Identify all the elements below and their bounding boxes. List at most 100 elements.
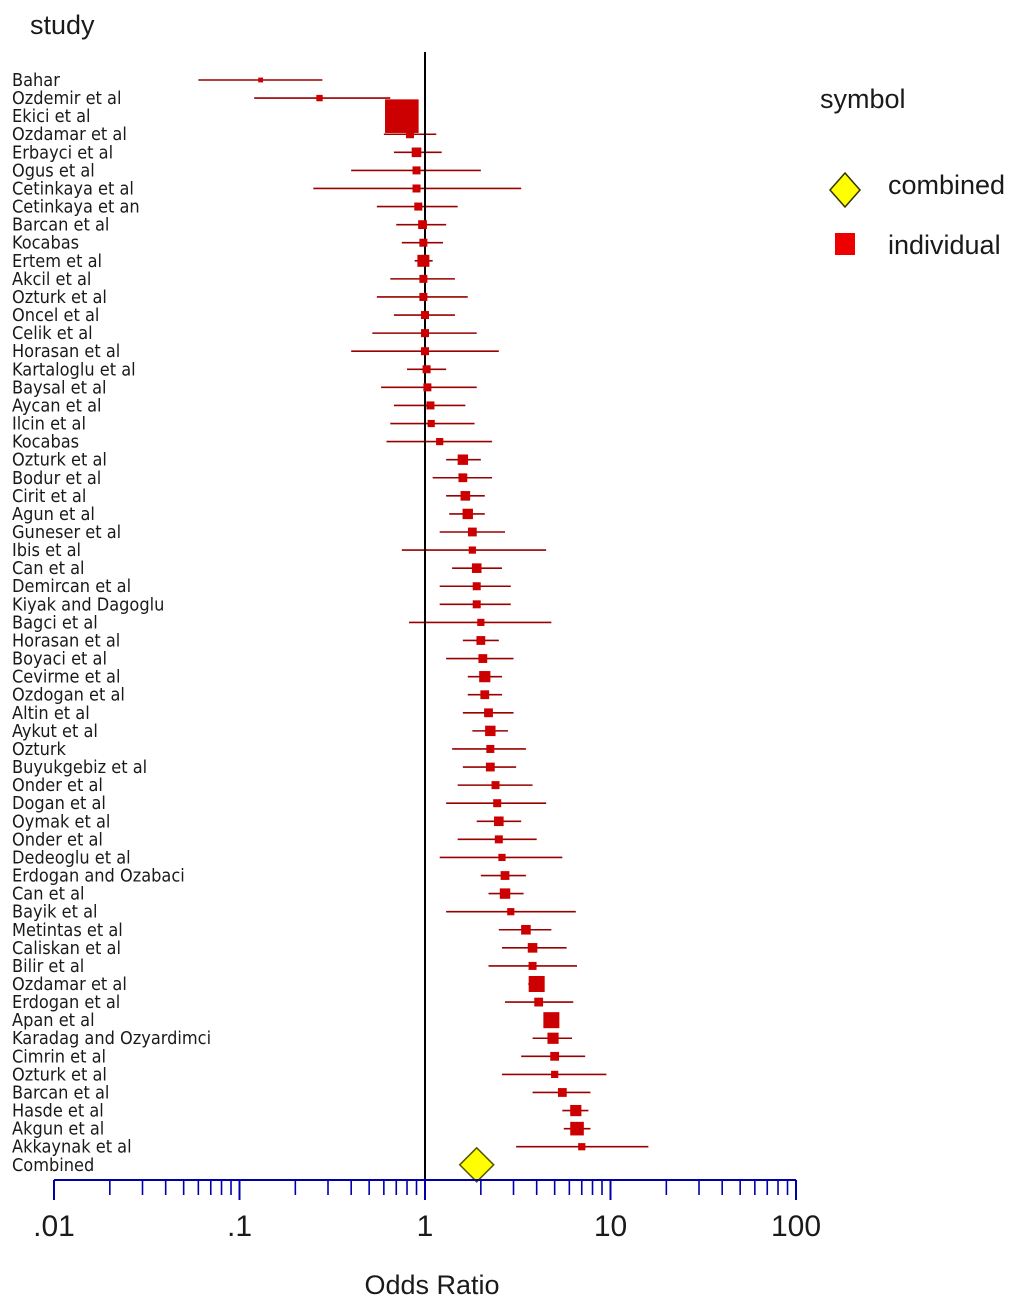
study-label: Buyukgebiz et al [12, 757, 147, 778]
study-label: Oncel et al [12, 305, 99, 326]
study-marker [421, 347, 429, 356]
study-marker [385, 99, 419, 133]
study-marker [507, 908, 515, 916]
study-label: Bahar [12, 70, 60, 91]
study-label: Ertem et al [12, 251, 102, 272]
study-label: Erbayci et al [12, 142, 113, 163]
legend-diamond-icon [828, 171, 862, 209]
study-label: Bilir et al [12, 956, 84, 977]
study-marker [534, 997, 544, 1007]
study-marker [412, 184, 421, 193]
study-label: Akkaynak et al [12, 1137, 132, 1158]
study-marker [557, 1088, 567, 1097]
study-label: Onder et al [12, 829, 103, 850]
study-marker [578, 1143, 586, 1151]
study-marker [419, 292, 428, 301]
study-label: Bayik et al [12, 902, 98, 923]
study-marker [412, 166, 421, 175]
study-marker [472, 600, 481, 609]
study-label: Demircan et al [12, 576, 131, 597]
study-label: Akgun et al [12, 1119, 104, 1140]
chart-title: study [30, 10, 95, 40]
study-label: Ibis et al [12, 540, 81, 561]
study-label: Apan et al [12, 1010, 95, 1031]
study-marker [468, 546, 476, 554]
study-label: Can et al [12, 558, 85, 579]
study-label: Erdogan et al [12, 992, 120, 1013]
study-marker [499, 888, 511, 899]
study-label: Boyaci et al [12, 649, 107, 670]
study-marker [471, 563, 482, 573]
study-label: Hasde et al [12, 1101, 104, 1122]
study-marker [419, 274, 428, 283]
study-label: Cimrin et al [12, 1046, 106, 1067]
study-marker [457, 454, 469, 465]
study-marker [547, 1032, 559, 1044]
legend-title: symbol [820, 84, 906, 114]
study-label: Horasan et al [12, 341, 120, 362]
study-label: Horasan et al [12, 630, 120, 651]
combined-diamond [458, 1146, 495, 1183]
study-marker [436, 438, 444, 446]
study-label: Caliskan et al [12, 938, 121, 959]
study-marker [486, 744, 495, 753]
study-marker [458, 473, 468, 483]
study-label: Ozturk et al [12, 450, 107, 471]
study-label: Barcan et al [12, 1082, 109, 1103]
study-marker [472, 582, 481, 591]
study-marker [570, 1104, 582, 1117]
legend-square-icon [835, 233, 855, 255]
study-label: Can et al [12, 884, 85, 905]
study-marker [498, 853, 506, 862]
study-label: Kiyak and Dagoglu [12, 594, 164, 615]
study-label: Ekici et al [12, 106, 91, 127]
legend: symbol combined individual [820, 84, 1005, 260]
x-axis: .01 .1 1 10 100 [33, 1179, 821, 1243]
study-marker [570, 1121, 584, 1136]
legend-item-combined: combined [888, 170, 1005, 200]
study-marker [543, 1012, 560, 1029]
study-label: Bagci et al [12, 612, 98, 633]
study-marker [316, 94, 323, 102]
study-label: Kocabas [12, 233, 79, 254]
combined-label: Combined [12, 1155, 94, 1176]
study-label: Ozturk et al [12, 1064, 107, 1085]
study-label: Cetinkaya et an [12, 197, 140, 218]
study-label: Guneser et al [12, 522, 121, 543]
study-label: Dedeoglu et al [12, 847, 131, 868]
study-label: Celik et al [12, 323, 93, 344]
study-marker [550, 1051, 560, 1061]
study-label: Barcan et al [12, 215, 109, 236]
study-label: Ozdamar et al [12, 974, 127, 995]
study-marker [500, 871, 510, 880]
study-label: Cetinkaya et al [12, 178, 134, 199]
study-label: Oymak et al [12, 811, 110, 832]
study-marker [480, 690, 490, 700]
study-marker [421, 311, 429, 320]
study-marker [422, 365, 431, 374]
study-label: Ozturk [12, 739, 67, 760]
study-marker [427, 419, 435, 428]
study-label: Cevirme et al [12, 667, 120, 688]
study-marker [460, 491, 471, 501]
study-marker [419, 238, 428, 247]
study-marker [494, 835, 503, 844]
study-label: Ozturk et al [12, 287, 107, 308]
study-marker [528, 961, 537, 970]
study-label: Altin et al [12, 703, 90, 724]
study-marker [411, 147, 422, 158]
study-label: Ozdogan et al [12, 685, 125, 706]
study-marker [417, 254, 430, 267]
study-markers [258, 77, 586, 1183]
study-label: Akcil et al [12, 269, 91, 290]
legend-item-individual: individual [888, 230, 1001, 260]
study-marker [478, 654, 488, 663]
study-marker [426, 401, 435, 410]
study-marker [423, 383, 432, 392]
study-label: Ozdemir et al [12, 88, 121, 109]
study-marker [485, 762, 495, 772]
x-tick-label: .01 [33, 1210, 75, 1243]
x-tick-label: 100 [771, 1210, 821, 1243]
